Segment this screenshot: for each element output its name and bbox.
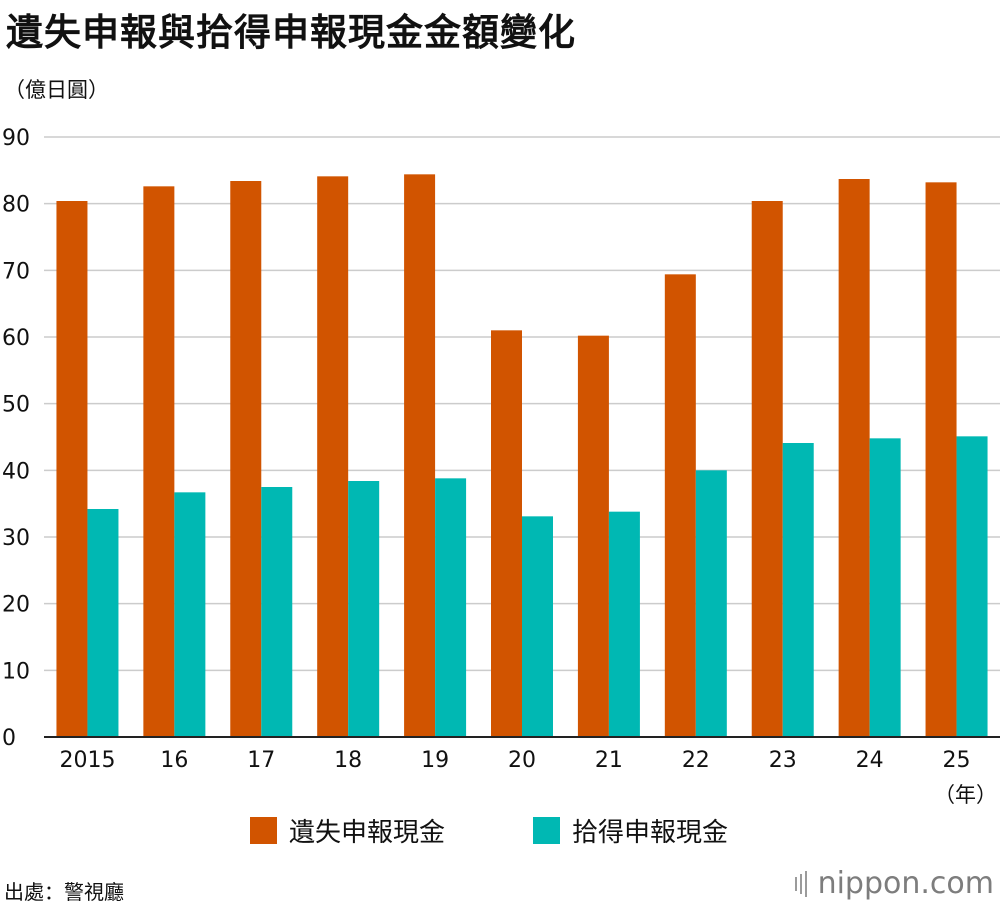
y-tick-label: 80	[2, 193, 30, 218]
y-axis-unit: （億日圓）	[4, 78, 109, 102]
bar-lost-cash	[404, 174, 436, 738]
source-note: 出處：警視廳	[4, 880, 124, 904]
brand-logo: nippon.com	[794, 866, 994, 901]
bar-chart: 0 10 20 30 40 50 60 70 80 90 2015 16 17 18 19 20 21 22 23 2…	[2, 126, 1000, 807]
x-axis-unit: （年）	[934, 783, 997, 807]
bar-found-cash	[695, 470, 727, 737]
bar-found-cash	[261, 487, 293, 737]
bar-found-cash	[435, 478, 467, 737]
y-tick-label: 90	[2, 126, 30, 151]
x-tick-label: 19	[421, 748, 449, 773]
bar-found-cash	[174, 492, 206, 737]
bar-lost-cash	[838, 179, 870, 737]
bar-found-cash	[869, 438, 901, 737]
x-tick-label: 16	[160, 748, 188, 773]
x-tick-label: 18	[334, 748, 362, 773]
legend-swatch-found	[533, 817, 560, 844]
bar-lost-cash	[491, 330, 522, 737]
bar-found-cash	[956, 436, 988, 737]
brand-bars-icon	[794, 870, 810, 897]
x-tick-label: 21	[595, 748, 623, 773]
x-tick-label: 23	[769, 748, 797, 773]
legend-label-found: 拾得申報現金	[572, 818, 729, 848]
x-tick-label: 22	[682, 748, 710, 773]
chart-title: 遺失申報與拾得申報現金金額變化	[6, 11, 576, 54]
y-tick-label: 20	[2, 593, 30, 618]
bar-found-cash	[782, 443, 814, 737]
bar-lost-cash	[577, 335, 609, 737]
bar-found-cash	[348, 481, 380, 737]
y-tick-label: 70	[2, 259, 30, 284]
y-tick-label: 0	[2, 726, 16, 751]
x-tick-label: 2015	[59, 748, 115, 773]
bar-lost-cash	[664, 274, 696, 737]
bar-found-cash	[522, 516, 553, 737]
y-tick-label: 10	[2, 659, 30, 684]
y-tick-label: 50	[2, 393, 30, 418]
bar-lost-cash	[143, 186, 175, 738]
y-tick-label: 30	[2, 526, 30, 551]
legend-item-lost: 遺失申報現金	[250, 812, 445, 849]
bar-found-cash	[87, 509, 119, 737]
bar-lost-cash	[751, 201, 783, 737]
x-tick-label: 17	[247, 748, 275, 773]
bar-lost-cash	[317, 176, 349, 738]
y-tick-label: 60	[2, 326, 30, 351]
brand-name: nippon.com	[817, 866, 994, 901]
legend-swatch-lost	[250, 817, 277, 844]
bar-lost-cash	[925, 182, 957, 738]
legend: 遺失申報現金 拾得申報現金	[0, 812, 1000, 856]
x-tick-label: 25	[943, 748, 971, 773]
legend-item-found: 拾得申報現金	[533, 812, 728, 849]
bar-lost-cash	[230, 181, 262, 737]
y-tick-label: 40	[2, 459, 30, 484]
bar-found-cash	[608, 511, 640, 737]
x-tick-label: 20	[508, 748, 536, 773]
legend-label-lost: 遺失申報現金	[289, 818, 446, 848]
x-tick-label: 24	[856, 748, 884, 773]
bar-lost-cash	[56, 201, 88, 737]
